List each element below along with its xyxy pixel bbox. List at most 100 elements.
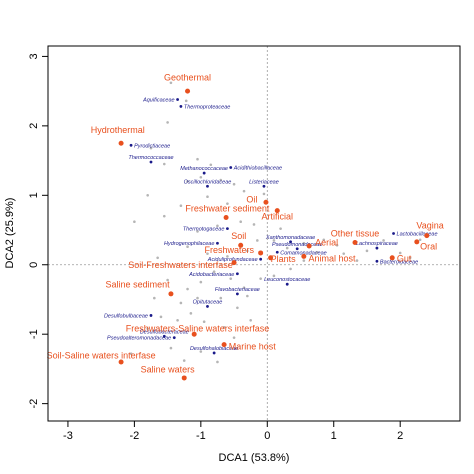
environment-label: Hydrothermal (91, 125, 145, 135)
environment-point (238, 242, 244, 248)
background-taxon-point (206, 252, 209, 255)
x-axis: -3 -2 -1 0 1 2 (63, 420, 403, 442)
background-taxon-point (246, 249, 249, 253)
background-taxon-point (229, 277, 233, 280)
family-label: Hydrogenophilaceae (164, 241, 214, 247)
family-label: Listeriaceae (249, 179, 279, 185)
background-taxon-point (398, 251, 402, 255)
family-point (212, 351, 216, 355)
background-taxon-point (156, 256, 159, 260)
background-taxon-point (209, 163, 213, 167)
environment-label: Gut (397, 253, 412, 263)
environment-point (258, 250, 264, 256)
environment-point (118, 359, 124, 365)
family-label: Methanococcaceae (180, 166, 228, 172)
x-tick-label: -1 (196, 430, 206, 442)
background-taxon-point (322, 238, 326, 242)
family-point (206, 305, 209, 308)
family-label: Flavobacteriaceae (215, 287, 260, 293)
family-point (375, 246, 379, 250)
environment-point (306, 243, 312, 249)
background-taxon-point (289, 267, 292, 271)
family-point (275, 250, 279, 254)
family-label: Thermoproteaceae (184, 104, 230, 110)
background-taxon-point (272, 274, 276, 278)
family-point (149, 160, 153, 164)
background-taxon-point (232, 336, 236, 339)
family-label: Lactobacillaceae (397, 232, 438, 238)
background-taxon-point (189, 312, 193, 315)
background-taxon-point (196, 157, 199, 161)
environment-label: Geothermal (164, 73, 211, 83)
family-point (295, 247, 299, 251)
family-point (179, 105, 183, 108)
background-taxon-point (166, 121, 169, 124)
background-taxon-point (242, 286, 246, 289)
environment-label: Saline waters (141, 364, 196, 374)
family-point (162, 334, 166, 338)
family-label: Aquificaceae (142, 97, 175, 103)
environment-label: Other tissue (331, 228, 380, 238)
background-taxon-point (272, 239, 276, 242)
environment-point (191, 331, 197, 337)
family-label: Thermococcaceae (128, 155, 173, 161)
family-points-layer: Aquificaceae Thermoproteaceae Pyrodictiace… (104, 97, 438, 355)
family-label: Comamonadaceae (280, 250, 326, 256)
background-taxon-point (365, 249, 369, 253)
environment-label: Saline sediment (106, 280, 171, 290)
family-point (206, 184, 209, 188)
y-tick-label: 1 (28, 192, 40, 198)
environment-point (185, 88, 191, 94)
background-taxon-point (179, 301, 183, 305)
background-taxon-point (302, 241, 306, 245)
background-taxon-point (159, 315, 163, 319)
environment-label: Oral (420, 241, 437, 251)
x-tick-label: 0 (264, 430, 270, 442)
x-axis-title: DCA1 (53.8%) (219, 452, 290, 464)
background-taxon-point (222, 325, 226, 329)
background-taxon-point (186, 287, 189, 291)
family-point (229, 166, 233, 169)
background-taxon-point (176, 319, 179, 322)
environment-label: Soil-Saline waters interfase (47, 351, 156, 361)
background-taxon-point (146, 327, 149, 330)
family-label: Acidobacteriaceae (188, 272, 234, 278)
background-taxon-point (212, 270, 216, 273)
environment-label: Plants (271, 254, 297, 264)
family-point (149, 314, 153, 317)
background-taxon-point (242, 189, 246, 193)
environment-label: Oil (246, 194, 257, 204)
family-point (235, 272, 239, 276)
background-taxon-point (342, 252, 346, 255)
background-taxon-point (162, 214, 166, 218)
y-tick-label: -2 (28, 399, 40, 409)
background-taxon-point (202, 320, 206, 323)
background-taxon-point (279, 227, 282, 230)
background-taxon-point (246, 294, 249, 298)
background-taxon-point (182, 359, 186, 362)
background-taxon-point (252, 223, 256, 226)
background-taxon-point (166, 278, 169, 282)
family-label: Pseudomonadaceae (272, 242, 322, 248)
environment-point (274, 208, 280, 214)
y-axis: -2 -1 0 1 2 3 (28, 53, 49, 409)
background-taxon-point (315, 250, 319, 254)
family-label: Bacteroidaceae (380, 259, 418, 265)
environment-label: Artificial (262, 212, 294, 222)
x-tick-label: 2 (397, 430, 403, 442)
family-point (285, 282, 289, 286)
y-tick-label: -1 (28, 329, 40, 339)
family-label: Aciduliprofundaceae (207, 257, 258, 263)
background-taxon-point (169, 81, 173, 85)
y-tick-label: 0 (28, 262, 40, 268)
y-axis-title: DCA2 (25.9%) (4, 198, 16, 269)
family-point (216, 241, 219, 245)
environment-label: Freshwaters-Saline waters interfase (126, 323, 270, 333)
environment-point (223, 215, 229, 221)
background-taxon-point (169, 346, 173, 350)
environment-point (424, 233, 430, 239)
background-taxon-point (285, 246, 289, 250)
x-tick-label: -3 (63, 430, 73, 442)
environment-label: Marine host (229, 341, 277, 351)
